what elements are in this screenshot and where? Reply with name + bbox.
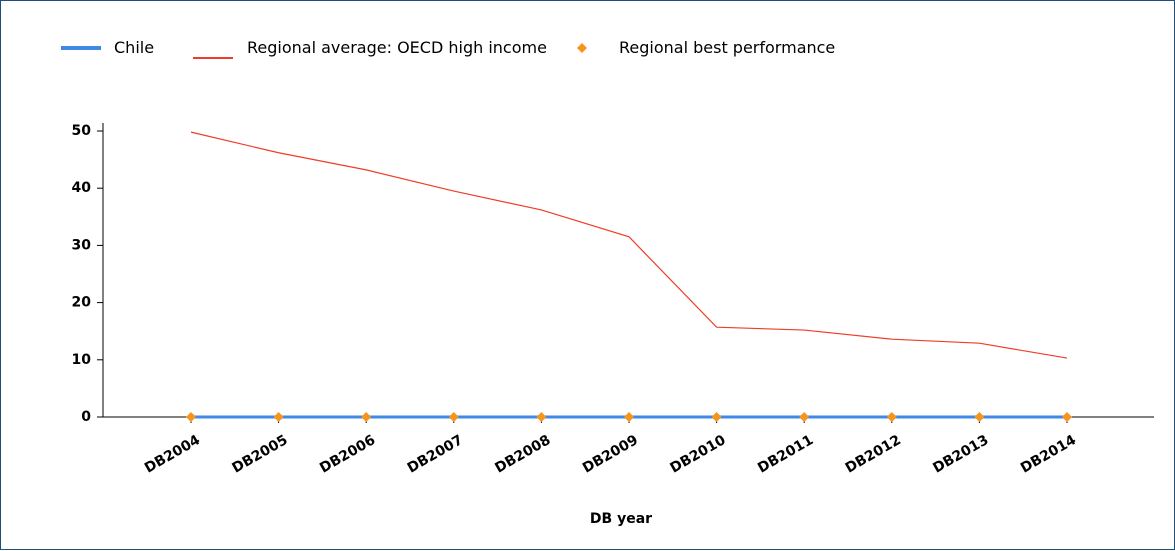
line-series bbox=[190, 131, 1068, 359]
legend-label: Chile bbox=[114, 38, 155, 57]
y-tick-label: 10 bbox=[72, 352, 92, 368]
marker bbox=[1062, 412, 1072, 422]
x-tick-label: DB2004 bbox=[142, 432, 203, 477]
x-tick-label: DB2006 bbox=[317, 432, 378, 476]
x-tick-label: DB2013 bbox=[930, 432, 991, 476]
marker bbox=[886, 412, 897, 422]
marker bbox=[799, 412, 810, 422]
x-tick-label: DB2008 bbox=[492, 432, 553, 476]
legend-swatch bbox=[577, 43, 587, 53]
x-tick-label: DB2014 bbox=[1018, 432, 1079, 477]
x-tick-label: DB2005 bbox=[230, 432, 291, 476]
y-tick-label: 40 bbox=[72, 180, 92, 196]
x-tick-label: DB2009 bbox=[580, 432, 641, 476]
legend-label: Regional best performance bbox=[619, 38, 836, 57]
marker bbox=[273, 412, 284, 422]
marker bbox=[448, 412, 459, 422]
y-tick-label: 50 bbox=[72, 123, 92, 139]
x-axis-label: DB year bbox=[590, 511, 652, 527]
marker bbox=[974, 412, 985, 422]
x-tick-label: DB2010 bbox=[668, 432, 729, 477]
marker bbox=[361, 412, 372, 422]
marker bbox=[186, 412, 196, 422]
x-tick-label: DB2011 bbox=[755, 432, 816, 476]
y-tick-label: 30 bbox=[72, 237, 92, 253]
x-tick-label: DB2007 bbox=[405, 432, 466, 476]
y-tick-label: 0 bbox=[81, 409, 91, 425]
marker bbox=[536, 412, 547, 422]
y-tick-label: 20 bbox=[72, 295, 92, 311]
x-tick-label: DB2012 bbox=[843, 432, 904, 476]
marker bbox=[624, 412, 634, 422]
marker bbox=[711, 412, 722, 422]
legend-label: Regional average: OECD high income bbox=[247, 38, 547, 57]
